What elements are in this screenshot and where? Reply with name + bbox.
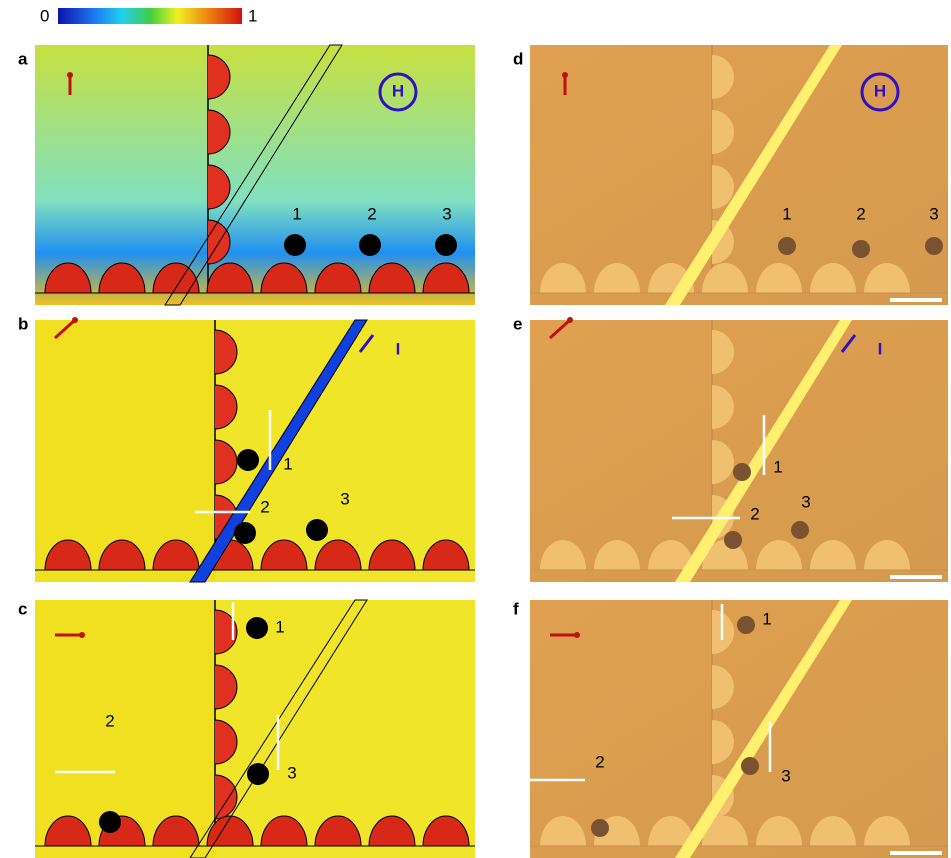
particle-label: 2 bbox=[750, 504, 759, 523]
particle bbox=[591, 819, 609, 837]
particle-label: 1 bbox=[762, 609, 771, 628]
particle bbox=[791, 521, 809, 539]
particle-label: 2 bbox=[595, 752, 604, 771]
panel: d H 1 2 3 bbox=[513, 45, 948, 305]
particle bbox=[284, 234, 306, 256]
particle bbox=[778, 237, 796, 255]
particle-label: 1 bbox=[292, 204, 301, 223]
particle-label: 1 bbox=[782, 204, 791, 223]
panel: b I 1 2 3 bbox=[18, 314, 475, 582]
particle-label: 2 bbox=[260, 497, 269, 516]
particle-label: 1 bbox=[283, 454, 292, 473]
colorbar bbox=[58, 8, 242, 24]
particle bbox=[99, 811, 121, 833]
particle bbox=[733, 463, 751, 481]
panel-letter: e bbox=[513, 314, 522, 333]
field-direction-head bbox=[72, 317, 78, 323]
particle-label: 3 bbox=[929, 204, 938, 223]
panel-letter: c bbox=[18, 599, 27, 618]
particle-label: 3 bbox=[340, 489, 349, 508]
particle-label: 3 bbox=[287, 763, 296, 782]
panel-background bbox=[35, 45, 475, 305]
field-direction-head bbox=[567, 317, 573, 323]
particle bbox=[724, 531, 742, 549]
particle bbox=[741, 757, 759, 775]
panel-letter: d bbox=[513, 49, 523, 68]
page: 0 1 aH123bI123c132dH123eI123f132 (() => … bbox=[0, 0, 951, 858]
particle-label: 2 bbox=[367, 204, 376, 223]
symbol: H bbox=[392, 81, 404, 100]
panel: a H 1 2 3 bbox=[18, 45, 475, 305]
panel-letter: f bbox=[513, 599, 519, 618]
particle bbox=[737, 616, 755, 634]
particle-label: 1 bbox=[773, 457, 782, 476]
particle bbox=[359, 234, 381, 256]
panel-letter: b bbox=[18, 314, 28, 333]
figure: 0 1 aH123bI123c132dH123eI123f132 bbox=[0, 0, 951, 858]
particle-label: 3 bbox=[801, 492, 810, 511]
particle bbox=[246, 617, 268, 639]
symbol: I bbox=[878, 339, 883, 358]
particle-label: 2 bbox=[856, 204, 865, 223]
panel-letter: a bbox=[18, 49, 28, 68]
particle bbox=[435, 234, 457, 256]
particle bbox=[852, 240, 870, 258]
colorbar-min: 0 bbox=[40, 6, 49, 25]
particle-label: 1 bbox=[275, 617, 284, 636]
symbol: I bbox=[396, 339, 401, 358]
particle bbox=[247, 763, 269, 785]
field-direction-head bbox=[79, 632, 85, 638]
particle-label: 3 bbox=[781, 766, 790, 785]
particle-label: 3 bbox=[442, 204, 451, 223]
colorbar-max: 1 bbox=[248, 6, 257, 25]
particle bbox=[925, 237, 943, 255]
particle bbox=[234, 522, 256, 544]
panel: f 1 3 2 bbox=[513, 599, 948, 858]
particle-label: 2 bbox=[105, 711, 114, 730]
panel: c 1 3 2 bbox=[18, 599, 475, 858]
field-direction-head bbox=[67, 72, 73, 78]
field-direction-head bbox=[562, 72, 568, 78]
particle bbox=[306, 519, 328, 541]
symbol: H bbox=[874, 81, 886, 100]
field-direction-head bbox=[574, 632, 580, 638]
particle bbox=[237, 449, 259, 471]
panel: e I 1 2 3 bbox=[513, 314, 948, 582]
